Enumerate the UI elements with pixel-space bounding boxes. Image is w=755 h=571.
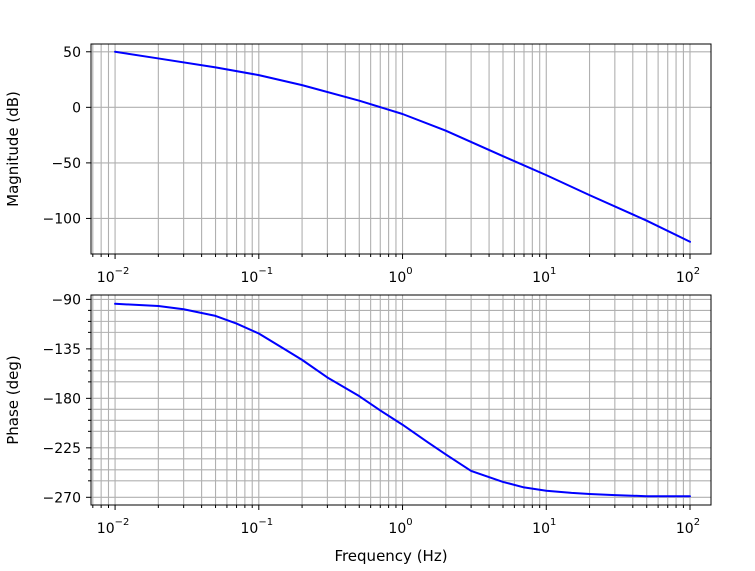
magnitude-y-axis-label: Magnitude (dB) bbox=[4, 91, 22, 207]
magnitude-tick-labels: 50 0 −50 −100 10−2 10−1 100 101 102 bbox=[43, 45, 701, 286]
magnitude-x-tick-label: 10−2 bbox=[97, 266, 130, 286]
phase-y-tick-label: −135 bbox=[43, 342, 81, 358]
phase-ticks bbox=[86, 298, 691, 510]
magnitude-response-line bbox=[114, 50, 691, 243]
magnitude-plot-area bbox=[114, 50, 691, 243]
phase-y-axis-label: Phase (deg) bbox=[4, 355, 22, 445]
magnitude-axes-frame bbox=[90, 43, 712, 255]
frequency-x-axis-label: Frequency (Hz) bbox=[334, 547, 447, 565]
magnitude-x-tick-label: 10−1 bbox=[241, 266, 274, 286]
magnitude-y-tick-label: −100 bbox=[43, 211, 81, 227]
phase-x-tick-label: 10−1 bbox=[241, 517, 274, 537]
phase-panel: −90 −135 −180 −225 −270 10−2 10−1 100 101 102 Pha… bbox=[4, 292, 712, 565]
phase-y-tick-label: −225 bbox=[43, 441, 81, 457]
phase-response-line bbox=[114, 302, 691, 498]
magnitude-y-tick-label: 0 bbox=[72, 100, 81, 116]
magnitude-y-tick-label: 50 bbox=[63, 45, 81, 61]
phase-x-tick-label: 10−2 bbox=[97, 517, 130, 537]
magnitude-ticks bbox=[86, 51, 691, 259]
phase-tick-labels: −90 −135 −180 −225 −270 10−2 10−1 100 101 102 bbox=[43, 292, 701, 537]
phase-x-tick-label: 102 bbox=[676, 517, 700, 537]
magnitude-x-tick-label: 100 bbox=[388, 266, 412, 286]
phase-axes-frame bbox=[90, 294, 712, 506]
magnitude-grid bbox=[91, 44, 711, 254]
phase-x-tick-label: 100 bbox=[388, 517, 412, 537]
magnitude-x-tick-label: 101 bbox=[532, 266, 556, 286]
phase-grid bbox=[91, 295, 711, 505]
magnitude-panel: 50 0 −50 −100 10−2 10−1 100 101 102 Magnitude (d… bbox=[4, 43, 712, 286]
phase-y-tick-label: −90 bbox=[51, 292, 81, 308]
magnitude-x-tick-label: 102 bbox=[676, 266, 700, 286]
phase-y-tick-label: −180 bbox=[43, 391, 81, 407]
phase-x-tick-label: 101 bbox=[532, 517, 556, 537]
phase-y-tick-label: −270 bbox=[43, 490, 81, 506]
magnitude-y-tick-label: −50 bbox=[51, 156, 81, 172]
phase-plot-area bbox=[114, 302, 691, 498]
